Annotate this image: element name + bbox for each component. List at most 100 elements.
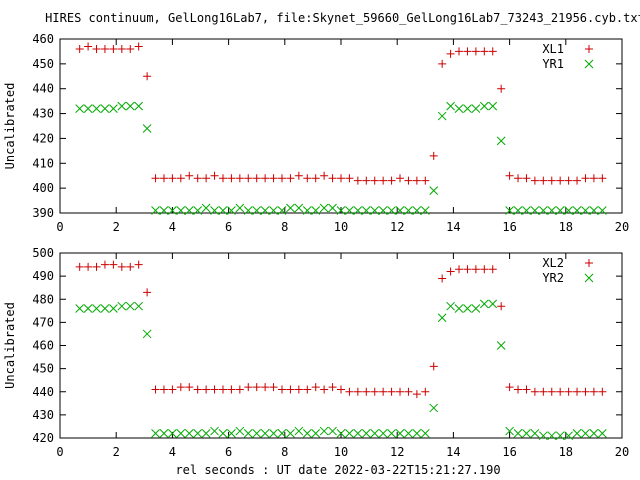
data-point bbox=[446, 301, 455, 311]
data-point bbox=[244, 383, 253, 392]
data-point bbox=[227, 429, 236, 438]
data-point bbox=[412, 429, 422, 438]
data-point bbox=[193, 174, 202, 183]
data-point bbox=[277, 206, 287, 215]
data-point bbox=[362, 176, 371, 185]
data-point bbox=[92, 104, 101, 113]
data-point bbox=[539, 387, 548, 396]
data-point bbox=[437, 111, 447, 121]
data-point bbox=[488, 101, 498, 111]
data-point bbox=[159, 174, 168, 183]
chart-panel-2: 0 2 4 6 8 10 12 14 16 18 20 420 430 440 450 460 470 480 49… bbox=[3, 246, 629, 459]
x-tick-label: 12 bbox=[390, 220, 404, 234]
data-point bbox=[100, 304, 110, 313]
data-point bbox=[252, 383, 261, 392]
y-tick-label: 390 bbox=[32, 206, 54, 220]
data-point bbox=[438, 274, 447, 283]
data-point bbox=[243, 206, 253, 215]
data-point bbox=[404, 429, 413, 438]
data-point bbox=[109, 304, 118, 313]
data-point bbox=[260, 206, 270, 215]
data-point bbox=[286, 385, 295, 394]
data-point bbox=[109, 260, 118, 269]
data-point bbox=[218, 206, 228, 215]
data-point bbox=[235, 385, 244, 394]
x-tick-label: 14 bbox=[446, 220, 460, 234]
data-point bbox=[463, 304, 472, 313]
data-point bbox=[438, 59, 447, 68]
data-point bbox=[75, 304, 85, 313]
data-point bbox=[286, 429, 295, 438]
data-point bbox=[589, 174, 598, 183]
data-point bbox=[117, 262, 126, 271]
data-point bbox=[412, 176, 421, 185]
series-XL2 bbox=[75, 260, 607, 399]
data-point bbox=[429, 186, 439, 195]
data-point bbox=[320, 385, 329, 394]
data-point bbox=[319, 426, 329, 436]
data-point bbox=[598, 174, 607, 183]
data-point bbox=[353, 206, 363, 215]
data-point bbox=[134, 42, 143, 51]
y-axis-label: Uncalibrated bbox=[3, 302, 17, 389]
data-point bbox=[210, 426, 219, 436]
data-point bbox=[210, 206, 219, 215]
data-point bbox=[353, 387, 362, 396]
data-point bbox=[564, 206, 573, 215]
data-point bbox=[176, 206, 186, 215]
data-point bbox=[269, 383, 278, 392]
data-point bbox=[92, 44, 101, 53]
data-point bbox=[117, 101, 127, 111]
data-point bbox=[227, 206, 236, 215]
data-point bbox=[564, 387, 573, 396]
data-point bbox=[218, 429, 228, 438]
data-point bbox=[336, 429, 346, 438]
data-point bbox=[168, 174, 177, 183]
data-point bbox=[505, 426, 514, 436]
data-point bbox=[479, 299, 489, 309]
data-point bbox=[370, 206, 380, 215]
data-point bbox=[244, 174, 253, 183]
data-point bbox=[142, 124, 152, 133]
x-tick-label: 16 bbox=[502, 220, 516, 234]
data-point bbox=[159, 429, 169, 438]
data-point bbox=[420, 206, 430, 215]
data-point bbox=[572, 206, 582, 215]
x-tick-label: 0 bbox=[56, 220, 63, 234]
data-point bbox=[396, 174, 405, 183]
data-point bbox=[379, 176, 388, 185]
data-point bbox=[379, 387, 388, 396]
data-point bbox=[303, 385, 312, 394]
data-point bbox=[201, 203, 211, 213]
data-point bbox=[429, 403, 439, 413]
x-tick-label: 8 bbox=[281, 220, 288, 234]
data-point bbox=[522, 206, 531, 215]
data-point bbox=[193, 429, 203, 438]
data-point bbox=[126, 44, 135, 53]
data-point bbox=[286, 203, 295, 213]
data-point bbox=[193, 206, 203, 215]
data-point bbox=[142, 329, 152, 339]
data-point bbox=[597, 206, 607, 215]
data-point bbox=[320, 171, 329, 180]
data-point bbox=[454, 104, 464, 113]
data-point bbox=[387, 206, 396, 215]
data-point bbox=[134, 260, 143, 269]
data-point bbox=[395, 429, 405, 438]
y-tick-label: 410 bbox=[32, 156, 54, 170]
data-point bbox=[125, 301, 135, 311]
data-point bbox=[387, 387, 396, 396]
data-point bbox=[269, 429, 278, 438]
data-point bbox=[395, 206, 405, 215]
data-point bbox=[84, 262, 93, 271]
x-tick-label: 8 bbox=[281, 445, 288, 459]
data-point bbox=[361, 429, 371, 438]
data-point bbox=[404, 206, 413, 215]
data-point bbox=[269, 174, 278, 183]
data-point bbox=[463, 47, 472, 56]
data-point bbox=[581, 174, 590, 183]
data-point bbox=[345, 387, 354, 396]
data-point bbox=[514, 385, 523, 394]
data-point bbox=[125, 101, 135, 111]
data-point bbox=[497, 84, 506, 93]
